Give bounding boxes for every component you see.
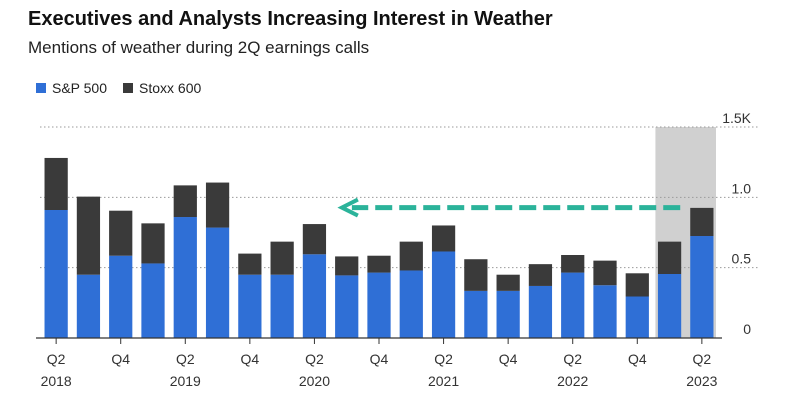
bar-stoxx600 bbox=[561, 255, 585, 273]
x-tick-label: Q4 bbox=[628, 351, 647, 367]
x-tick-year-label: 2021 bbox=[428, 373, 459, 389]
x-tick-year-label: 2022 bbox=[557, 373, 588, 389]
bar-stoxx600 bbox=[141, 223, 165, 264]
y-tick-label: 1.5K bbox=[722, 110, 751, 126]
legend-label-sp500: S&P 500 bbox=[52, 80, 108, 96]
bar-sp500 bbox=[270, 274, 294, 338]
bar-stoxx600 bbox=[690, 207, 714, 237]
arrow-head-icon bbox=[337, 197, 359, 218]
bar-sp500 bbox=[173, 217, 197, 338]
bar-stoxx600 bbox=[205, 182, 230, 228]
x-tick-label: Q4 bbox=[111, 351, 130, 367]
y-tick-label: 0 bbox=[743, 321, 751, 337]
chart-title: Executives and Analysts Increasing Inter… bbox=[28, 8, 553, 30]
bars-layer bbox=[44, 157, 714, 338]
legend-item-sp500: S&P 500 bbox=[36, 80, 107, 96]
bar-stoxx600 bbox=[464, 259, 488, 291]
bar-sp500 bbox=[302, 254, 327, 338]
bar-sp500 bbox=[335, 275, 359, 338]
legend: S&P 500 Stoxx 600 bbox=[36, 80, 217, 96]
bar-stoxx600 bbox=[528, 264, 553, 286]
bar-sp500 bbox=[464, 290, 488, 338]
bar-stoxx600 bbox=[238, 253, 262, 275]
x-tick-label: Q2 bbox=[563, 351, 582, 367]
x-tick-year-label: 2020 bbox=[299, 373, 330, 389]
legend-label-stoxx600: Stoxx 600 bbox=[139, 80, 202, 96]
legend-swatch-sp500 bbox=[36, 83, 46, 93]
x-tick-label: Q4 bbox=[241, 351, 260, 367]
bar-stoxx600 bbox=[335, 256, 359, 276]
x-tick-label: Q2 bbox=[176, 351, 195, 367]
bar-stoxx600 bbox=[593, 260, 617, 286]
chart-subtitle: Mentions of weather during 2Q earnings c… bbox=[28, 38, 370, 57]
bar-stoxx600 bbox=[109, 210, 133, 256]
axis-layer: Q2 2018 Q4 Q2 2019 Q4 Q2 2020 Q4 Q2 2021 Q4 Q2 2022 Q4… bbox=[36, 337, 722, 389]
bar-sp500 bbox=[625, 296, 649, 338]
x-tick-label: Q4 bbox=[370, 351, 389, 367]
bar-stoxx600 bbox=[431, 225, 456, 252]
bar-sp500 bbox=[44, 209, 68, 338]
bar-stoxx600 bbox=[173, 185, 197, 218]
grid-layer: 0 0.5 1.0 1.5K bbox=[40, 110, 758, 337]
bar-stoxx600 bbox=[302, 224, 327, 255]
bar-sp500 bbox=[431, 251, 456, 338]
x-tick-year-label: 2023 bbox=[686, 373, 717, 389]
bar-stoxx600 bbox=[625, 273, 649, 297]
bar-sp500 bbox=[205, 227, 230, 338]
bar-sp500 bbox=[141, 263, 165, 338]
annotation-layer bbox=[337, 197, 681, 218]
legend-swatch-stoxx600 bbox=[123, 83, 134, 93]
x-tick-label: Q2 bbox=[434, 351, 453, 367]
bar-stoxx600 bbox=[367, 255, 391, 273]
bar-sp500 bbox=[528, 285, 553, 338]
x-tick-label: Q4 bbox=[499, 351, 518, 367]
bar-sp500 bbox=[690, 236, 714, 338]
bar-sp500 bbox=[76, 274, 101, 338]
bar-sp500 bbox=[593, 285, 617, 338]
bar-sp500 bbox=[399, 270, 423, 338]
bar-stoxx600 bbox=[496, 274, 520, 291]
y-tick-label: 0.5 bbox=[732, 251, 752, 267]
bar-sp500 bbox=[496, 290, 520, 338]
y-tick-label: 1.0 bbox=[732, 180, 752, 196]
bar-sp500 bbox=[109, 255, 133, 338]
bar-stoxx600 bbox=[44, 157, 68, 210]
bar-sp500 bbox=[238, 274, 262, 338]
bar-sp500 bbox=[367, 272, 391, 338]
x-tick-label: Q2 bbox=[47, 351, 66, 367]
bar-stoxx600 bbox=[76, 196, 101, 275]
bar-stoxx600 bbox=[657, 241, 682, 274]
bar-stoxx600 bbox=[399, 241, 423, 271]
bar-stoxx600 bbox=[270, 241, 294, 275]
x-tick-label: Q2 bbox=[305, 351, 324, 367]
x-tick-year-label: 2019 bbox=[170, 373, 201, 389]
legend-item-stoxx600: Stoxx 600 bbox=[123, 80, 201, 96]
bar-sp500 bbox=[561, 272, 585, 338]
x-tick-year-label: 2018 bbox=[41, 373, 72, 389]
x-tick-label: Q2 bbox=[693, 351, 712, 367]
bar-sp500 bbox=[657, 273, 682, 338]
